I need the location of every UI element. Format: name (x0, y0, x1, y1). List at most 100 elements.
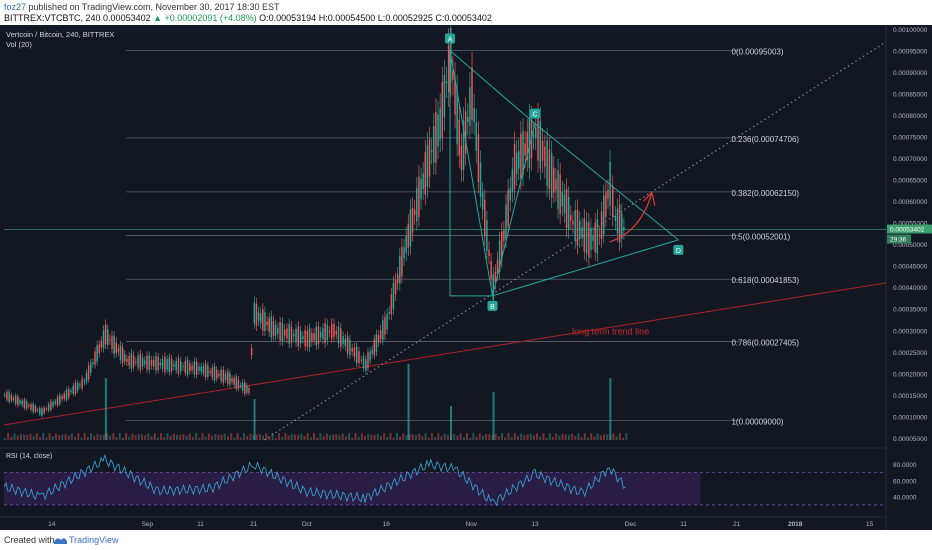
tradingview-logo-icon[interactable] (52, 533, 116, 547)
volume-bar (526, 434, 529, 440)
candle-body (155, 355, 157, 371)
x-tick-label: 16 (383, 521, 391, 528)
candle-body (141, 357, 144, 367)
candle-body (403, 247, 405, 258)
chart-panel[interactable]: 0.00100000 0.00095000 0.00090000 0.00085000… (0, 25, 932, 530)
candle-body (177, 358, 180, 374)
volume-bar (338, 435, 341, 440)
volume-bar (195, 433, 198, 440)
candle-body (592, 235, 594, 241)
candle-body (585, 221, 588, 254)
candle-body (10, 395, 13, 401)
candle-body (349, 339, 351, 356)
candle-body (546, 140, 548, 186)
candle-body (358, 351, 360, 364)
candle-body (342, 336, 344, 345)
candle-body (94, 351, 96, 365)
candle-body (207, 365, 209, 377)
candle-body (30, 404, 32, 410)
candle-body (152, 359, 155, 367)
candle-body (14, 395, 17, 405)
candle-body (422, 173, 424, 190)
candle-body (490, 260, 492, 280)
candle-body (124, 354, 126, 362)
price-chart[interactable]: 0.00100000 0.00095000 0.00090000 0.00085000… (0, 25, 932, 530)
candle-body (409, 209, 412, 247)
open-value: 0.00053194 (268, 13, 317, 23)
candle-body (202, 366, 205, 374)
candle-body (324, 323, 326, 344)
candle-body (524, 143, 526, 156)
candle-body (392, 282, 395, 309)
volume-bar (42, 433, 45, 440)
pattern-leg-cd (534, 123, 679, 241)
volume-bar (198, 437, 201, 440)
candle-body (344, 338, 347, 347)
y-tick-label: 0.00065000 (893, 178, 928, 185)
candle-body (135, 361, 137, 363)
candle-body (38, 407, 41, 415)
volume-bar (567, 434, 570, 440)
candle-body (394, 280, 397, 295)
candle-body (526, 132, 529, 161)
x-tick-label: 13 (531, 521, 539, 528)
volume-bar (19, 434, 22, 440)
candle-body (274, 324, 277, 336)
candle-body (576, 209, 579, 246)
candle-body (501, 231, 503, 261)
tradingview-brand[interactable]: TradingView (69, 535, 119, 545)
candle-body (600, 211, 603, 239)
candle-body (290, 326, 293, 343)
volume-bar (191, 436, 194, 440)
candle-body (513, 144, 516, 190)
volume-bar (309, 437, 312, 440)
candle-body (607, 189, 609, 199)
volume-bar (236, 433, 239, 440)
volume-bar (217, 434, 220, 440)
candle-body (555, 179, 557, 191)
candle-body (6, 392, 8, 400)
fib-level-label: 0.5(0.00052001) (731, 233, 790, 242)
candle-body (164, 356, 166, 372)
candle-body (430, 150, 433, 153)
candle-body (87, 365, 90, 380)
volume-bar (274, 437, 277, 440)
candle-body (315, 326, 318, 346)
volume-bar (239, 437, 242, 440)
candle-body (337, 326, 340, 344)
candle-body (283, 329, 286, 336)
candle-body (467, 116, 469, 122)
candle-body (92, 362, 94, 364)
volume-bar (558, 435, 561, 440)
volume-spike-bar (104, 378, 107, 440)
candle-body (614, 215, 617, 221)
publisher-name[interactable]: foz27 (4, 2, 27, 12)
volume-bar (593, 436, 596, 440)
volume-bar (328, 435, 331, 440)
volume-bar (373, 434, 376, 440)
candle-body (328, 331, 331, 333)
candle-body (539, 120, 542, 169)
candle-body (557, 170, 559, 209)
candle-body (67, 388, 70, 398)
candle-body (59, 394, 61, 404)
volume-bar (370, 434, 373, 440)
volume-bar (29, 433, 32, 440)
pattern-leg-ab (449, 50, 494, 296)
low-label: L: (377, 13, 386, 23)
volume-bar (153, 433, 156, 440)
candle-body (464, 111, 467, 154)
volume-bar (357, 436, 360, 440)
candle-body (239, 385, 242, 387)
candle-body (200, 366, 202, 372)
candle-body (462, 120, 465, 170)
volume-bar (618, 433, 621, 440)
volume-bar (475, 436, 478, 440)
candle-body (505, 204, 507, 240)
volume-spike-bar (407, 364, 410, 440)
volume-bar (488, 434, 491, 440)
candle-body (268, 318, 270, 332)
candle-body (346, 336, 349, 354)
volume-bar (437, 433, 440, 440)
volume-bar (383, 433, 386, 440)
